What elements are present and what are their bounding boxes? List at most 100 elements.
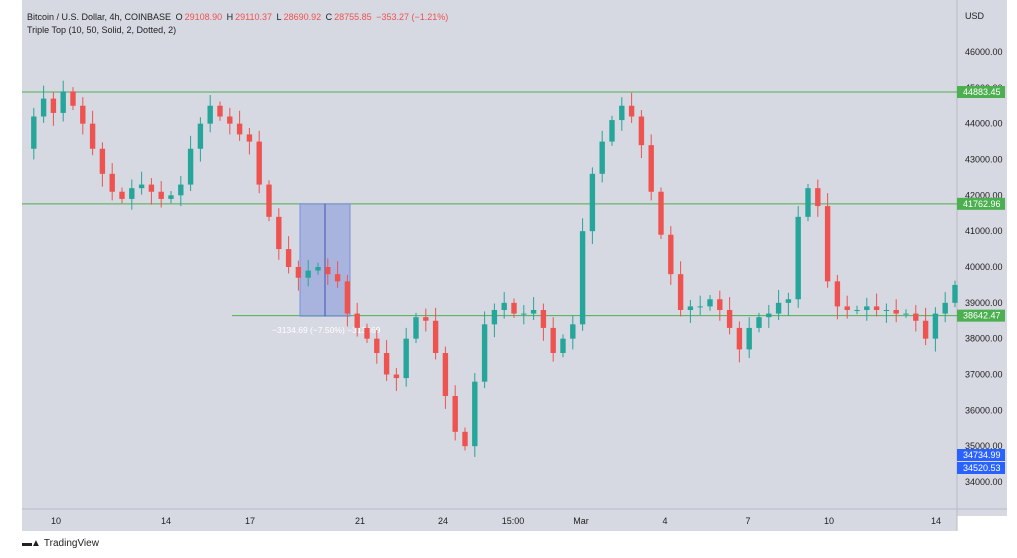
candle-body[interactable] <box>854 310 860 311</box>
candle-body[interactable] <box>648 145 654 192</box>
candle-body[interactable] <box>187 148 194 185</box>
candle-body[interactable] <box>952 284 958 303</box>
candle-body[interactable] <box>442 353 449 396</box>
candle-body[interactable] <box>815 188 821 207</box>
candle-body[interactable] <box>227 116 233 124</box>
candle-body[interactable] <box>844 306 850 310</box>
candle-body[interactable] <box>60 91 66 113</box>
candle-body[interactable] <box>276 216 282 250</box>
candle-body[interactable] <box>89 123 96 149</box>
candle-body[interactable] <box>824 206 831 282</box>
candle-body[interactable] <box>766 313 772 318</box>
candle-body[interactable] <box>697 306 703 308</box>
candle-body[interactable] <box>491 310 498 325</box>
candle-body[interactable] <box>383 353 390 375</box>
candle-body[interactable] <box>266 184 272 217</box>
candle-body[interactable] <box>138 184 145 189</box>
candle-body[interactable] <box>403 338 409 379</box>
candle-body[interactable] <box>677 274 684 310</box>
candle-body[interactable] <box>197 123 204 149</box>
candle-body[interactable] <box>638 116 645 146</box>
candle-body[interactable] <box>560 338 566 353</box>
candle-body[interactable] <box>246 134 253 142</box>
candle-body[interactable] <box>325 267 331 275</box>
candle-body[interactable] <box>40 98 47 117</box>
candle-body[interactable] <box>472 381 478 447</box>
candle-body[interactable] <box>922 320 929 339</box>
candle-body[interactable] <box>707 299 713 307</box>
candle-body[interactable] <box>432 320 439 353</box>
candle-body[interactable] <box>873 306 880 310</box>
candle-body[interactable] <box>903 313 909 315</box>
candle-body[interactable] <box>501 302 507 310</box>
candle-body[interactable] <box>393 374 400 379</box>
candle-body[interactable] <box>305 270 311 278</box>
indicator-legend[interactable]: Triple Top (10, 50, Solid, 2, Dotted, 2) <box>27 25 178 35</box>
candle-body[interactable] <box>119 191 125 199</box>
candle-body[interactable] <box>178 184 184 196</box>
candle-body[interactable] <box>364 327 370 339</box>
candle-body[interactable] <box>129 188 135 199</box>
candle-body[interactable] <box>374 338 380 353</box>
candle-body[interactable] <box>481 324 488 382</box>
candle-body[interactable] <box>158 191 164 199</box>
candle-body[interactable] <box>50 98 57 113</box>
candle-body[interactable] <box>344 281 351 314</box>
time-axis[interactable] <box>22 509 957 531</box>
candle-body[interactable] <box>658 191 664 235</box>
candle-body[interactable] <box>217 105 223 117</box>
candle-body[interactable] <box>942 302 948 314</box>
candle-body[interactable] <box>913 313 919 321</box>
candle-body[interactable] <box>99 148 106 174</box>
candle-body[interactable] <box>423 317 429 321</box>
candle-body[interactable] <box>521 313 527 315</box>
candle-body[interactable] <box>717 299 723 310</box>
candle-body[interactable] <box>775 302 782 314</box>
candle-body[interactable] <box>511 302 517 314</box>
candle-body[interactable] <box>530 310 537 314</box>
candle-body[interactable] <box>256 141 262 185</box>
candle-body[interactable] <box>295 267 302 278</box>
candle-body[interactable] <box>726 310 733 328</box>
candle-body[interactable] <box>550 327 556 353</box>
candle-body[interactable] <box>31 116 37 149</box>
candle-body[interactable] <box>628 105 635 117</box>
candle-body[interactable] <box>736 327 743 350</box>
candle-body[interactable] <box>893 310 899 314</box>
candle-body[interactable] <box>785 299 792 303</box>
candle-body[interactable] <box>462 431 468 447</box>
candle-body[interactable] <box>805 188 811 217</box>
candle-body[interactable] <box>599 141 605 174</box>
candle-body[interactable] <box>148 184 155 192</box>
candle-body[interactable] <box>834 281 841 307</box>
price-axis[interactable] <box>957 0 1007 516</box>
candle-body[interactable] <box>109 173 115 192</box>
candle-body[interactable] <box>864 306 870 310</box>
candle-body[interactable] <box>236 123 243 135</box>
candle-body[interactable] <box>746 327 752 350</box>
candle-body[interactable] <box>285 249 292 267</box>
candle-body[interactable] <box>589 173 596 232</box>
candle-body[interactable] <box>932 313 939 339</box>
candle-body[interactable] <box>354 313 360 328</box>
candle-body[interactable] <box>315 267 321 271</box>
candle-body[interactable] <box>609 120 615 142</box>
candle-body[interactable] <box>619 105 625 121</box>
candle-body[interactable] <box>570 324 576 339</box>
tradingview-logo[interactable]: ▬▲ TradingView <box>22 538 99 549</box>
candle-body[interactable] <box>540 310 547 328</box>
candle-body[interactable] <box>756 317 762 328</box>
candle-body[interactable] <box>80 105 86 124</box>
candle-body[interactable] <box>579 231 586 325</box>
candle-body[interactable] <box>668 234 674 275</box>
candle-body[interactable] <box>207 105 213 124</box>
candle-body[interactable] <box>168 195 174 199</box>
candle-body[interactable] <box>70 91 76 106</box>
candle-body[interactable] <box>795 216 801 300</box>
candle-body[interactable] <box>413 317 419 339</box>
candle-body[interactable] <box>687 306 694 310</box>
candle-body[interactable] <box>452 396 458 432</box>
candle-body[interactable] <box>883 310 890 311</box>
